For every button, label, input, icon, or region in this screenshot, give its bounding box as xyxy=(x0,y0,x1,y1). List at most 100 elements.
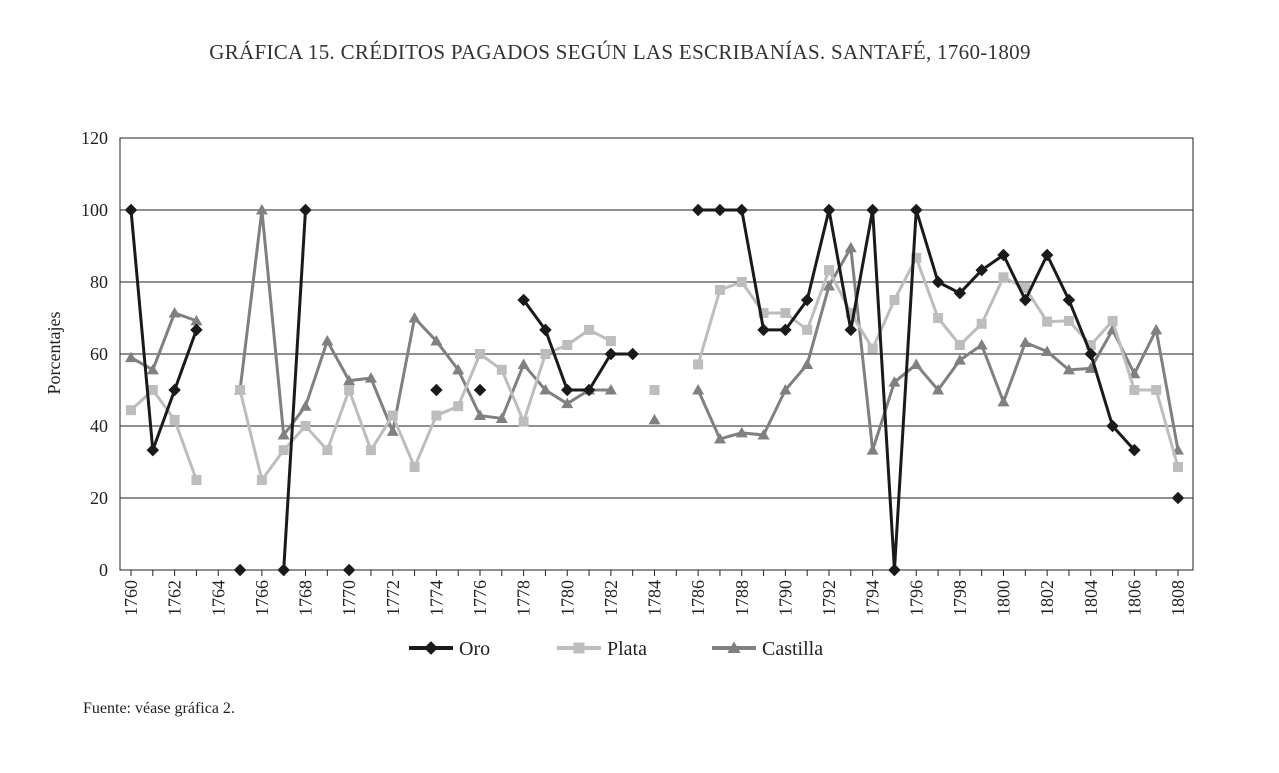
data-point-plata xyxy=(802,324,813,335)
data-point-oro xyxy=(1128,443,1141,457)
y-tick-label: 60 xyxy=(90,344,108,364)
data-point-oro xyxy=(1084,347,1097,361)
x-tick-label: 1788 xyxy=(732,580,752,616)
data-point-plata xyxy=(649,385,660,395)
x-tick-label: 1766 xyxy=(252,580,272,616)
data-point-plata xyxy=(496,364,507,375)
series-line-plata xyxy=(129,388,198,481)
x-tick-label: 1794 xyxy=(863,580,883,616)
x-tick-label: 1772 xyxy=(383,580,403,616)
x-tick-label: 1802 xyxy=(1037,580,1057,616)
data-point-oro xyxy=(779,323,792,337)
data-point-oro xyxy=(997,248,1010,262)
y-tick-label: 0 xyxy=(99,560,108,580)
data-point-oro xyxy=(1040,248,1054,262)
data-point-oro xyxy=(233,563,247,577)
data-point-plata xyxy=(1085,340,1096,350)
data-point-castilla xyxy=(604,384,617,395)
y-tick-label: 100 xyxy=(81,200,108,220)
data-point-castilla xyxy=(779,384,792,395)
x-tick-label: 1796 xyxy=(906,580,926,616)
data-point-castilla xyxy=(474,409,486,421)
y-tick-label: 120 xyxy=(81,128,108,148)
data-point-plata xyxy=(845,307,856,318)
data-point-plata xyxy=(1151,385,1162,395)
legend-item-oro: Oro xyxy=(409,638,490,660)
data-point-plata xyxy=(256,475,267,485)
data-point-castilla xyxy=(823,279,835,291)
data-point-plata xyxy=(1042,316,1053,327)
data-point-castilla xyxy=(1019,336,1032,347)
data-point-plata xyxy=(1129,385,1140,395)
series-plata xyxy=(126,252,1183,485)
data-point-castilla xyxy=(648,413,661,425)
legend-marker-castilla xyxy=(727,641,741,653)
data-point-castilla xyxy=(866,444,879,455)
data-point-castilla xyxy=(735,426,748,438)
x-tick-label: 1760 xyxy=(121,580,141,616)
data-point-oro xyxy=(1106,419,1119,433)
data-point-plata xyxy=(344,385,355,395)
data-point-plata xyxy=(605,336,616,347)
legend-label: Oro xyxy=(459,638,490,660)
data-point-castilla xyxy=(168,306,181,318)
x-tick-label: 1806 xyxy=(1124,580,1144,616)
data-point-plata xyxy=(300,421,311,431)
data-point-plata xyxy=(998,272,1009,283)
data-point-plata xyxy=(714,284,725,295)
data-point-plata xyxy=(976,318,987,329)
data-point-plata xyxy=(431,410,442,421)
x-tick-label: 1774 xyxy=(426,580,446,616)
series-line-oro xyxy=(282,209,307,571)
legend-label: Castilla xyxy=(762,638,823,660)
x-tick-label: 1780 xyxy=(557,580,577,616)
data-point-oro xyxy=(691,203,705,217)
series-line-oro xyxy=(698,208,1136,572)
legend-marker-plata xyxy=(573,642,585,654)
data-point-oro xyxy=(604,347,618,361)
x-tick-label: 1782 xyxy=(601,580,621,616)
data-point-plata xyxy=(387,410,398,421)
data-point-castilla xyxy=(125,351,137,363)
data-point-castilla xyxy=(888,376,901,387)
legend-label: Plata xyxy=(607,638,647,660)
data-point-castilla xyxy=(146,363,159,375)
x-tick-label: 1778 xyxy=(514,580,534,616)
data-point-castilla xyxy=(801,358,814,369)
series-line-castilla xyxy=(130,311,197,372)
source-note: Fuente: véase gráfica 2. xyxy=(83,700,235,717)
data-point-plata xyxy=(126,405,136,416)
data-point-plata xyxy=(693,359,704,370)
data-point-plata xyxy=(1107,315,1118,326)
data-point-oro xyxy=(1062,293,1076,307)
data-point-castilla xyxy=(386,425,399,436)
data-point-plata xyxy=(235,385,246,395)
data-point-oro xyxy=(931,275,945,289)
data-point-oro xyxy=(735,203,748,217)
data-point-oro xyxy=(146,443,160,457)
data-point-castilla xyxy=(997,395,1010,407)
data-point-castilla xyxy=(430,335,443,346)
data-point-oro xyxy=(866,203,879,217)
data-point-oro xyxy=(277,563,290,577)
data-point-plata xyxy=(584,324,595,335)
data-point-castilla xyxy=(844,241,857,253)
data-point-castilla xyxy=(1084,362,1097,373)
series-line-oro xyxy=(522,299,633,392)
data-point-plata xyxy=(540,349,551,359)
legend: Oro Plata Castilla xyxy=(409,638,823,660)
data-point-oro xyxy=(124,203,138,217)
x-tick-label: 1804 xyxy=(1081,580,1101,616)
data-point-plata xyxy=(453,401,464,412)
data-point-plata xyxy=(1020,283,1031,294)
data-point-castilla xyxy=(364,372,377,383)
data-point-plata xyxy=(758,307,769,318)
data-point-castilla xyxy=(757,429,770,440)
x-tick-label: 1784 xyxy=(645,580,665,616)
data-point-castilla xyxy=(190,314,203,326)
data-point-plata xyxy=(169,414,180,425)
data-point-castilla xyxy=(713,432,726,444)
data-point-castilla xyxy=(910,358,923,369)
data-point-oro xyxy=(800,293,814,307)
